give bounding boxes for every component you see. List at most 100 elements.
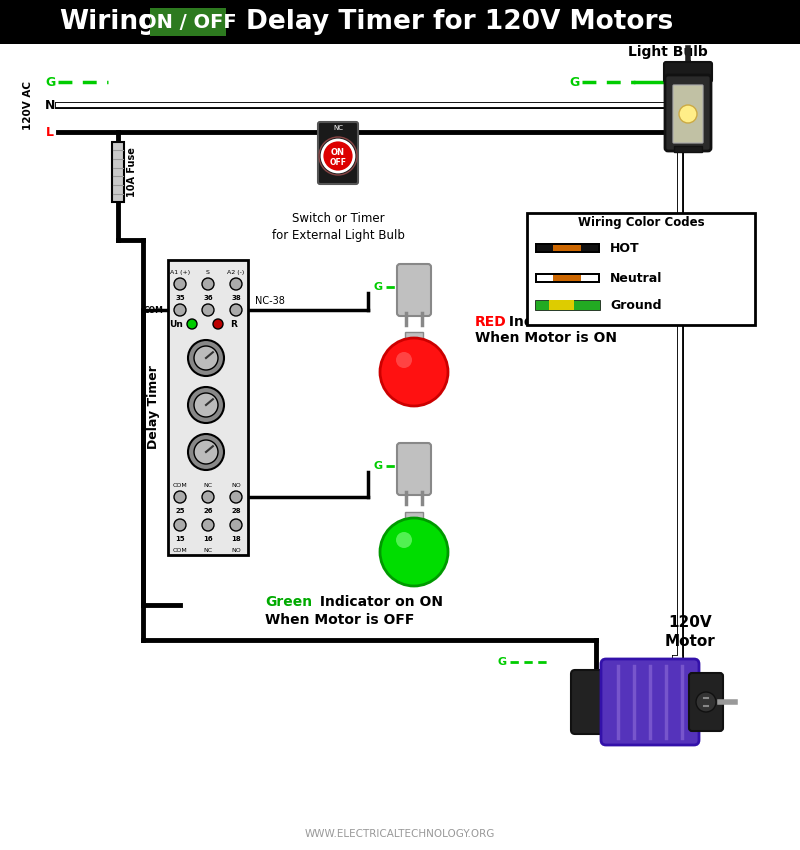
FancyBboxPatch shape	[689, 673, 723, 731]
Circle shape	[174, 304, 186, 316]
Text: A1 (+): A1 (+)	[170, 269, 190, 275]
Bar	[535, 300, 600, 310]
Bar	[112, 142, 124, 202]
Text: G: G	[374, 461, 382, 471]
Text: 18: 18	[231, 536, 241, 542]
Text: S: S	[206, 269, 210, 275]
Text: 16: 16	[203, 536, 213, 542]
Text: RED: RED	[475, 315, 506, 329]
Text: 26: 26	[203, 508, 213, 514]
Circle shape	[696, 692, 716, 712]
Text: Delay Timer for 120V Motors: Delay Timer for 120V Motors	[246, 9, 674, 35]
Text: G: G	[569, 76, 579, 88]
Text: Indicator on ON: Indicator on ON	[315, 595, 443, 609]
Text: 36: 36	[203, 295, 213, 301]
Text: G: G	[45, 76, 55, 88]
FancyBboxPatch shape	[673, 85, 703, 143]
Bar	[405, 332, 423, 354]
Text: NC-38: NC-38	[255, 296, 285, 306]
Circle shape	[202, 304, 214, 316]
Text: COM: COM	[144, 305, 164, 314]
Text: Wiring Color Codes: Wiring Color Codes	[578, 216, 704, 229]
Bar	[405, 512, 423, 534]
Text: NO: NO	[231, 483, 241, 488]
Circle shape	[230, 278, 242, 290]
Text: Light Bulb: Light Bulb	[628, 45, 708, 59]
Text: A2 (-): A2 (-)	[227, 269, 245, 275]
Text: 35: 35	[175, 295, 185, 301]
Circle shape	[187, 319, 197, 329]
Text: WWW.ELECTRICALTECHNOLOGY.ORG: WWW.ELECTRICALTECHNOLOGY.ORG	[305, 829, 495, 839]
Text: G: G	[498, 657, 506, 667]
Text: 25: 25	[175, 508, 185, 514]
Circle shape	[174, 278, 186, 290]
FancyBboxPatch shape	[397, 443, 431, 495]
Bar	[537, 245, 598, 251]
Text: NC: NC	[333, 125, 343, 131]
Bar	[168, 260, 248, 555]
Circle shape	[194, 440, 218, 464]
Bar	[553, 245, 581, 251]
Circle shape	[202, 491, 214, 503]
Circle shape	[194, 346, 218, 370]
Circle shape	[174, 491, 186, 503]
Bar	[535, 243, 600, 253]
Circle shape	[679, 105, 697, 123]
Bar	[527, 213, 755, 325]
Bar	[553, 275, 581, 281]
Text: N: N	[45, 99, 55, 111]
Text: Wiring: Wiring	[59, 9, 157, 35]
Text: HOT: HOT	[610, 241, 640, 254]
Text: NO: NO	[231, 548, 241, 553]
Text: 10A Fuse: 10A Fuse	[127, 147, 137, 197]
Circle shape	[396, 532, 412, 548]
Text: ON / OFF: ON / OFF	[140, 13, 236, 31]
Circle shape	[188, 387, 224, 423]
FancyBboxPatch shape	[397, 264, 431, 316]
Text: L: L	[46, 126, 54, 139]
FancyBboxPatch shape	[571, 670, 611, 734]
Text: 120V AC: 120V AC	[23, 81, 33, 129]
Circle shape	[322, 140, 354, 172]
Text: Neutral: Neutral	[610, 271, 662, 285]
Text: 120V
Motor: 120V Motor	[665, 615, 715, 649]
Text: When Motor is OFF: When Motor is OFF	[265, 613, 414, 627]
Text: R: R	[230, 320, 238, 328]
Circle shape	[213, 319, 223, 329]
Text: Indicator ON: Indicator ON	[504, 315, 608, 329]
Text: 15: 15	[175, 536, 185, 542]
Text: COM: COM	[173, 548, 187, 553]
Text: When Motor is ON: When Motor is ON	[475, 331, 617, 345]
Circle shape	[396, 352, 412, 368]
Text: Un: Un	[169, 320, 183, 328]
FancyBboxPatch shape	[318, 122, 358, 184]
Bar	[549, 300, 574, 310]
Text: Delay Timer: Delay Timer	[147, 366, 161, 450]
Text: 28: 28	[231, 508, 241, 514]
Circle shape	[230, 304, 242, 316]
Text: NC: NC	[203, 548, 213, 553]
Circle shape	[194, 393, 218, 417]
Text: Green: Green	[265, 595, 312, 609]
Text: COM: COM	[173, 483, 187, 488]
Text: NC: NC	[203, 483, 213, 488]
Bar	[674, 146, 702, 152]
Circle shape	[380, 338, 448, 406]
Circle shape	[174, 519, 186, 531]
Circle shape	[202, 278, 214, 290]
Circle shape	[380, 518, 448, 586]
Bar	[0, 0, 800, 44]
Text: 38: 38	[231, 295, 241, 301]
Text: Switch or Timer
for External Light Bulb: Switch or Timer for External Light Bulb	[271, 212, 405, 242]
Circle shape	[202, 519, 214, 531]
Circle shape	[230, 491, 242, 503]
Text: G: G	[374, 282, 382, 292]
Bar	[537, 275, 598, 281]
Text: Ground: Ground	[610, 298, 662, 311]
FancyBboxPatch shape	[150, 8, 226, 36]
Circle shape	[188, 434, 224, 470]
Text: ON: ON	[331, 148, 345, 156]
Circle shape	[230, 519, 242, 531]
FancyBboxPatch shape	[664, 62, 712, 82]
Text: OFF: OFF	[330, 157, 346, 167]
